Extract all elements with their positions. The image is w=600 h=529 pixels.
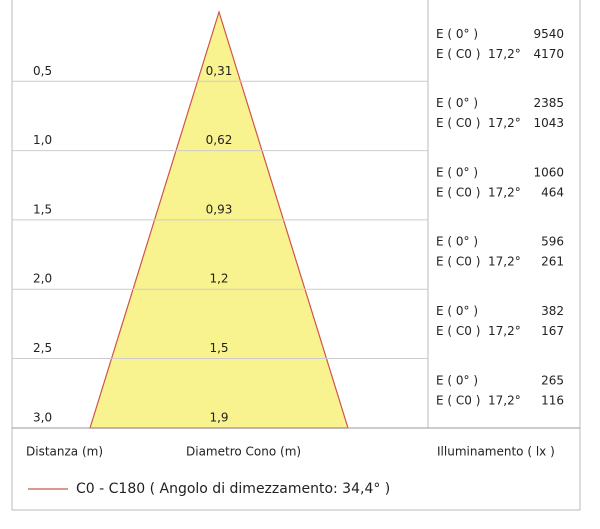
ec0-label: E ( C0 ) — [436, 47, 480, 61]
e0-label: E ( 0° ) — [436, 304, 478, 318]
diameter: 0,93 — [206, 202, 233, 216]
half-angle: 17,2° — [488, 393, 521, 407]
distance: 3,0 — [33, 410, 52, 424]
legend-text: C0 - C180 ( Angolo di dimezzamento: 34,4… — [76, 481, 390, 497]
diameter: 1,5 — [209, 341, 228, 355]
diameter: 1,9 — [209, 410, 228, 424]
e0-value: 596 — [541, 235, 564, 249]
ec0-value: 4170 — [533, 47, 564, 61]
ec0-label: E ( C0 ) — [436, 393, 480, 407]
e0-value: 265 — [541, 373, 564, 387]
half-angle: 17,2° — [488, 116, 521, 130]
ec0-label: E ( C0 ) — [436, 324, 480, 338]
footer-diameter: Diametro Cono (m) — [186, 445, 301, 459]
half-angle: 17,2° — [488, 47, 521, 61]
ec0-label: E ( C0 ) — [436, 116, 480, 130]
e0-label: E ( 0° ) — [436, 96, 478, 110]
ec0-label: E ( C0 ) — [436, 185, 480, 199]
footer-illuminance: Illuminamento ( lx ) — [437, 445, 555, 459]
half-angle: 17,2° — [488, 255, 521, 269]
e0-label: E ( 0° ) — [436, 27, 478, 41]
e0-label: E ( 0° ) — [436, 373, 478, 387]
ec0-value: 167 — [541, 324, 564, 338]
distance: 2,5 — [33, 341, 52, 355]
ec0-value: 464 — [541, 185, 564, 199]
ec0-label: E ( C0 ) — [436, 255, 480, 269]
e0-value: 2385 — [533, 96, 564, 110]
frame — [11, 0, 581, 511]
diameter: 0,62 — [206, 133, 233, 147]
diameter: 0,31 — [206, 64, 233, 78]
footer-distance: Distanza (m) — [26, 445, 103, 459]
e0-label: E ( 0° ) — [436, 235, 478, 249]
e0-value: 9540 — [533, 27, 564, 41]
e0-value: 382 — [541, 304, 564, 318]
ec0-value: 1043 — [533, 116, 564, 130]
distance: 0,5 — [33, 64, 52, 78]
e0-label: E ( 0° ) — [436, 165, 478, 179]
distance: 1,0 — [33, 133, 52, 147]
half-angle: 17,2° — [488, 324, 521, 338]
half-angle: 17,2° — [488, 185, 521, 199]
ec0-value: 116 — [541, 393, 564, 407]
ec0-value: 261 — [541, 255, 564, 269]
diameter: 1,2 — [209, 272, 228, 286]
e0-value: 1060 — [533, 165, 564, 179]
distance: 2,0 — [33, 272, 52, 286]
distance: 1,5 — [33, 202, 52, 216]
